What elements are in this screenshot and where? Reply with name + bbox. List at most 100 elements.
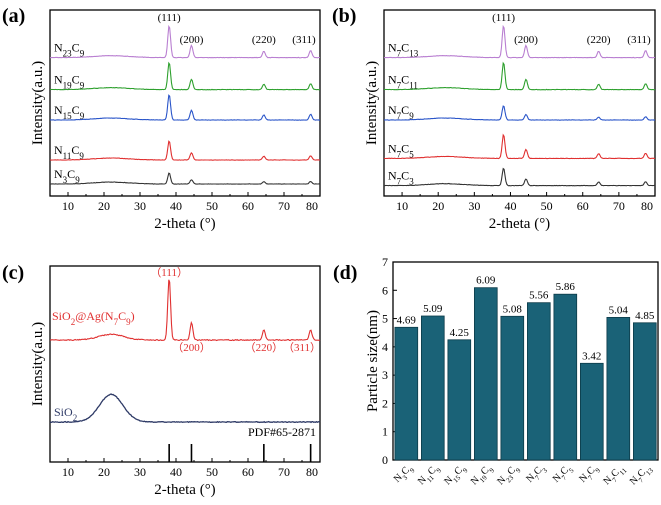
trace-label: N11C9 xyxy=(54,143,84,161)
category-label-sub: 3 xyxy=(541,466,549,474)
x-tick-label: 10 xyxy=(396,199,408,213)
category-label-sub: 11 xyxy=(425,473,436,484)
category-label-sub: 9 xyxy=(461,466,469,474)
trace-line xyxy=(50,94,321,121)
trace-label-sub: 15 xyxy=(63,111,73,121)
bar xyxy=(500,315,525,461)
panel-0: 10 20 30 40 50 60 70 80 2-theta (°) Intensity(a.u… xyxy=(2,5,321,232)
trace-label-part: SiO xyxy=(52,309,71,323)
trace-label-sub: 9 xyxy=(75,175,80,185)
category-label-sub: 7 xyxy=(560,473,568,481)
trace-line xyxy=(383,133,656,160)
y-tick-label: 6 xyxy=(382,283,388,297)
peak-label: (311) xyxy=(292,34,316,46)
trace-label-sub: 13 xyxy=(409,49,419,59)
trace-line xyxy=(49,24,321,59)
trace-label-sub: 7 xyxy=(397,149,402,159)
trace-label-sub: 11 xyxy=(409,81,418,91)
trace-label-part: C xyxy=(401,141,409,155)
bar-value-label: 5.86 xyxy=(556,281,576,293)
trace-label-part: C xyxy=(401,169,409,183)
trace-label-part: N xyxy=(388,103,397,117)
x-tick-label: 40 xyxy=(170,465,182,479)
category-label-sub: 13 xyxy=(644,466,655,477)
bar xyxy=(447,339,472,461)
peak-label: （220） xyxy=(245,341,284,354)
trace-label-part: N xyxy=(388,73,397,87)
trace-label-sub: 9 xyxy=(80,111,85,121)
x-tick-label: 50 xyxy=(206,199,218,213)
peak-label: (111) xyxy=(492,12,515,24)
trace-label-sub: 23 xyxy=(63,49,73,59)
trace-label: N7C13 xyxy=(388,41,419,59)
bar-value-label: 6.09 xyxy=(476,275,496,287)
bar xyxy=(553,293,578,461)
x-tick-label: 40 xyxy=(170,199,182,213)
plot-frame xyxy=(49,9,321,197)
trace-label-part: C xyxy=(72,41,80,55)
trace-label-part: N xyxy=(388,41,397,55)
x-tick-label: 20 xyxy=(432,199,444,213)
trace-label-sub: 19 xyxy=(63,81,73,91)
trace-label: N23C9 xyxy=(54,41,85,59)
category-label: N7C9 xyxy=(577,462,602,487)
trace-label-part: N xyxy=(54,73,63,87)
trace-label-sub: 11 xyxy=(63,151,72,161)
trace-label-sub: 7 xyxy=(397,49,402,59)
category-label-sub: 23 xyxy=(505,473,516,484)
y-tick-label: 5 xyxy=(382,312,388,326)
trace-label-sub: 3 xyxy=(409,177,414,187)
trace-label-sub: 9 xyxy=(80,81,85,91)
x-tick-label: 20 xyxy=(98,465,110,479)
x-tick-label: 80 xyxy=(306,465,318,479)
x-tick-label: 80 xyxy=(641,199,653,213)
category-label-sub: 9 xyxy=(594,466,602,474)
trace-label: N7C3 xyxy=(388,169,414,187)
trace-label: N7C11 xyxy=(388,73,418,91)
bar-value-label: 4.25 xyxy=(450,327,470,339)
trace-label-part: C xyxy=(67,167,75,181)
trace-label-part: N xyxy=(54,41,63,55)
trace-label-part: C xyxy=(401,103,409,117)
x-tick-label: 30 xyxy=(468,199,480,213)
trace-label-part: N xyxy=(54,167,63,181)
trace-label-part: C xyxy=(401,73,409,87)
bar xyxy=(420,315,445,461)
category-label-sub: 11 xyxy=(618,466,629,477)
x-axis-title: 2-theta (°) xyxy=(154,216,215,232)
trace-label-sub: 7 xyxy=(397,81,402,91)
trace-label: N19C9 xyxy=(54,73,85,91)
category-label: N19C9 xyxy=(469,462,497,490)
bar xyxy=(394,326,419,461)
trace-label: SiO2 xyxy=(54,405,77,423)
trace-label-sub: 7 xyxy=(397,177,402,187)
x-tick-label: 30 xyxy=(134,199,146,213)
category-label-sub: 9 xyxy=(435,466,443,474)
trace-label-part: C xyxy=(401,41,409,55)
bar-value-label: 5.04 xyxy=(609,304,629,316)
x-tick-label: 40 xyxy=(504,199,516,213)
category-label: N3C9 xyxy=(392,462,417,487)
trace-line xyxy=(384,167,656,187)
x-tick-label: 60 xyxy=(242,199,254,213)
trace-label-sub: 9 xyxy=(80,49,85,59)
bar-value-label: 4.85 xyxy=(635,310,655,322)
panel-label: (d) xyxy=(333,262,357,284)
trace-label-sub: 2 xyxy=(71,317,76,327)
x-tick-label: 60 xyxy=(577,199,589,213)
trace-label-part: N xyxy=(54,143,63,157)
category-label-sub: 7 xyxy=(587,473,595,481)
bar xyxy=(633,322,657,461)
y-tick-label: 2 xyxy=(382,396,388,410)
trace-label: SiO2@Ag(N7C9) xyxy=(52,309,135,327)
category-label-sub: 9 xyxy=(488,466,496,474)
trace-label: N7C5 xyxy=(388,141,414,159)
peak-label: (200) xyxy=(514,34,538,46)
peak-label: (111) xyxy=(158,12,181,24)
bar-value-label: 5.56 xyxy=(529,290,549,302)
panel-label: (b) xyxy=(332,5,356,27)
bar-value-label: 3.42 xyxy=(582,350,601,362)
x-tick-label: 50 xyxy=(206,465,218,479)
